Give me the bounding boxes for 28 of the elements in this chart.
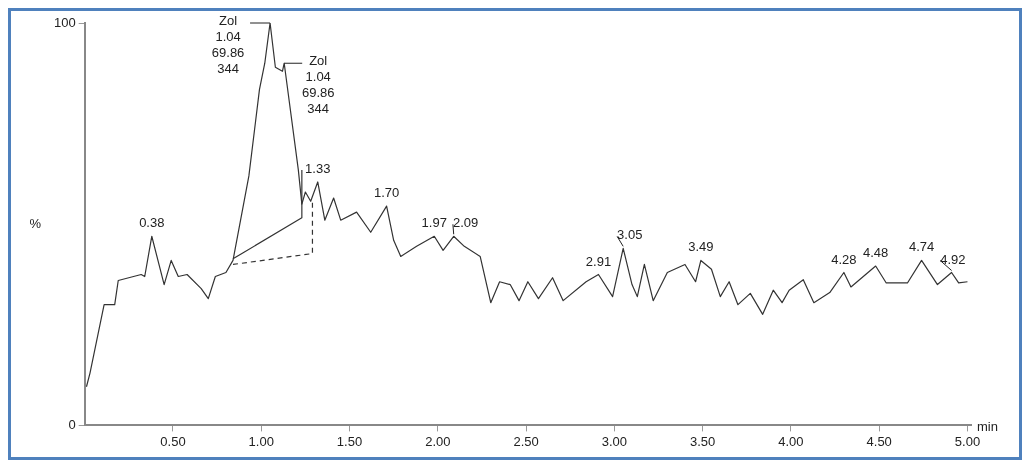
annotation: 3.49 [688, 239, 714, 255]
y-axis-title: % [29, 215, 42, 231]
x-tick-label: 1.00 [248, 433, 274, 449]
x-tick-label: 1.50 [336, 433, 363, 449]
x-tick-label: 4.50 [866, 433, 892, 449]
x-tick-label: 2.00 [425, 433, 451, 449]
annotation: 3.05 [617, 227, 643, 243]
annotation: 4.28 [831, 251, 857, 267]
annotation: 4.48 [863, 245, 889, 261]
x-tick-label: 0.50 [160, 433, 186, 449]
annotation: 1.97 [421, 215, 447, 231]
annotation: 0.38 [139, 215, 165, 231]
annotation: 2.91 [585, 253, 612, 269]
x-axis-title: min [977, 418, 998, 434]
annotation: Zol 1.04 69.86 344 [211, 13, 245, 77]
x-tick-label: 3.50 [689, 433, 716, 449]
x-tick-label: 4.00 [778, 433, 804, 449]
y-tick-label: 0 [68, 416, 76, 432]
annotation: 1.33 [305, 161, 331, 177]
annotation: 4.92 [940, 251, 966, 267]
annotation: Zol 1.04 69.86 344 [301, 53, 335, 117]
x-tick-label: 5.00 [954, 433, 981, 449]
x-tick-label: 2.50 [513, 433, 539, 449]
y-tick-label: 100 [53, 14, 76, 30]
annotation: 4.74 [908, 239, 935, 255]
annotation: 2.09 [452, 215, 479, 231]
annotation: 1.70 [373, 185, 400, 201]
x-tick-label: 3.00 [601, 433, 628, 449]
